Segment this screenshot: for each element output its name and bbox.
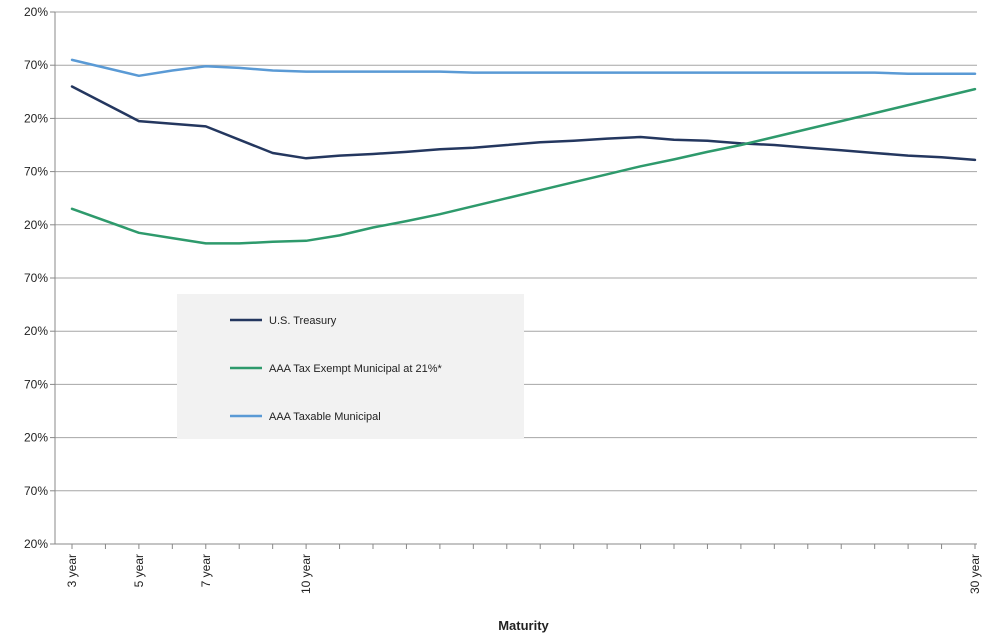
series-line [70,87,977,245]
y-tick-label: 20% [24,431,48,445]
y-tick-label: 20% [24,324,48,338]
y-tick-label: 70% [24,58,48,72]
x-axis-title: Maturity [498,618,549,633]
x-axis: 3 year 5 year 7 year 10 year 30 year [65,544,982,594]
x-tick-label: 30 year [968,554,982,594]
x-tick-label: 10 year [299,554,313,594]
x-tick-label: 7 year [199,554,213,587]
y-tick-label: 20% [24,537,48,551]
y-tick-label: 70% [24,271,48,285]
y-tick-label: 70% [24,484,48,498]
y-tick-label: 70% [24,377,48,391]
series-line [70,58,977,78]
y-tick-label: 20% [24,5,48,19]
legend-label: AAA Taxable Municipal [269,411,381,423]
y-tick-label: 20% [24,218,48,232]
y-tick-label: 20% [24,111,48,125]
series-line [70,85,977,162]
series-lines [70,58,977,245]
legend-label: U.S. Treasury [269,315,337,327]
legend: U.S. Treasury AAA Tax Exempt Municipal at… [177,294,524,439]
legend-label: AAA Tax Exempt Municipal at 21%* [269,363,443,375]
x-tick-label: 5 year [132,554,146,587]
y-tick-label: 70% [24,165,48,179]
y-axis-tick-labels: 20% 70% 20% 70% 20% 70% 20% 70% 20% 70% 20% [24,5,48,551]
x-tick-label: 3 year [65,554,79,587]
gridlines [50,11,977,545]
